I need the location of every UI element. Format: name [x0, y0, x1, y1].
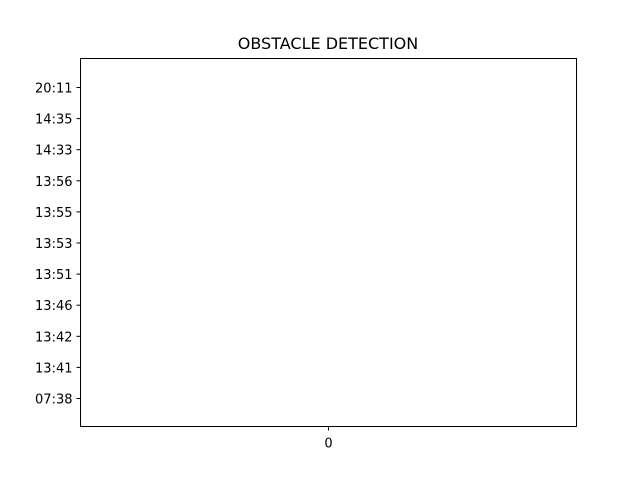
y-tick-label: 20:11 [35, 82, 72, 97]
y-tick-label: 13:42 [35, 330, 72, 345]
y-tick-label: 13:55 [35, 206, 72, 221]
y-axis: 07:38 13:41 13:42 13:46 13:51 13:53 13:55 13:56… [35, 82, 81, 408]
x-axis: 0 [324, 426, 333, 452]
y-tick-label: 13:46 [35, 299, 72, 314]
x-tick-label: 0 [324, 437, 332, 452]
y-tick-label: 13:41 [35, 361, 72, 376]
y-tick-label: 13:53 [35, 237, 72, 252]
y-tick-label: 14:35 [35, 113, 72, 128]
y-tick-label: 07:38 [35, 393, 72, 408]
plot-area-frame [80, 58, 577, 427]
y-tick-label: 13:56 [35, 175, 72, 190]
chart-title: OBSTACLE DETECTION [238, 34, 418, 53]
y-tick-label: 13:51 [35, 268, 72, 283]
y-tick-label: 14:33 [35, 144, 72, 159]
